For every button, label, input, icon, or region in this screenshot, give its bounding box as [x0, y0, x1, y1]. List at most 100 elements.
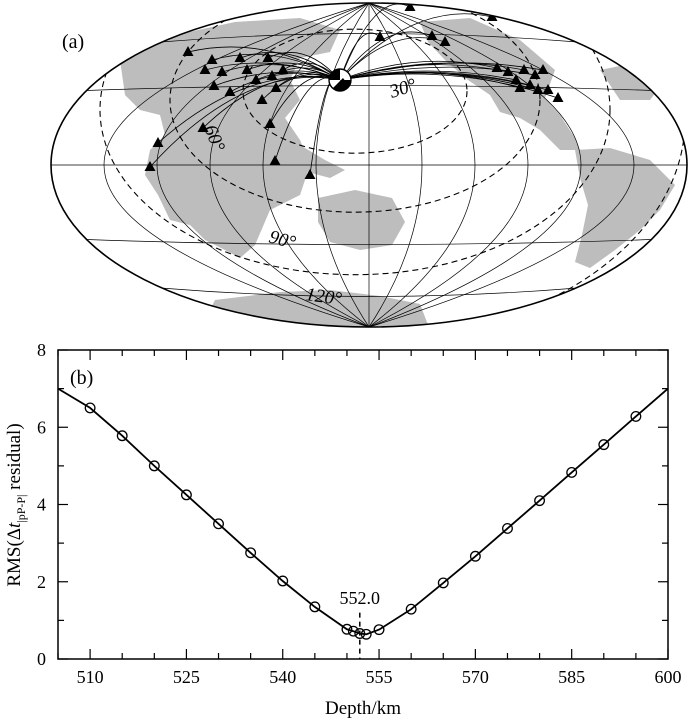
station-triangle-icon	[224, 86, 236, 96]
axis-ticks	[57, 349, 669, 660]
station-triangle-icon	[264, 118, 276, 128]
data-point-marker	[84, 402, 96, 414]
parallel-line	[86, 85, 652, 91]
landmass-north-america	[420, 18, 580, 150]
station-triangle-icon	[256, 94, 268, 104]
beachball-icon	[328, 68, 352, 92]
station-triangle-icon	[241, 64, 253, 74]
station-triangle-icon	[277, 64, 289, 74]
panel-b-label: (b)	[70, 367, 93, 389]
station-triangle-icon	[542, 84, 554, 94]
station-triangle-icon	[234, 52, 246, 62]
ray-path	[339, 73, 559, 99]
data-point-marker	[148, 460, 160, 472]
station-triangle-icon	[518, 64, 530, 74]
station-triangle-icon	[510, 74, 522, 84]
station-triangle-icon	[270, 82, 282, 92]
station-triangle-icon	[144, 161, 156, 171]
data-point-marker	[347, 625, 359, 637]
y-tick-label: 6	[37, 417, 46, 437]
data-point-marker	[534, 495, 546, 507]
station-triangle-icon	[537, 64, 549, 74]
ray-path	[239, 52, 341, 81]
station-triangle-icon	[404, 3, 416, 11]
station-triangle-icon	[532, 84, 544, 94]
landmass-south-america	[575, 148, 675, 268]
ray-path	[339, 31, 433, 81]
distance-contour	[169, 3, 541, 213]
y-axis-label-prefix: RMS(Δ	[4, 528, 25, 587]
station-triangle-icon	[208, 80, 220, 90]
x-tick-label: 570	[462, 667, 489, 687]
ray-path	[339, 13, 493, 81]
x-tick-label: 540	[269, 667, 296, 687]
panel-a-label: (a)	[62, 31, 84, 53]
station-triangle-icon	[250, 74, 262, 84]
data-point-marker	[116, 430, 128, 442]
stations	[144, 3, 564, 179]
distance-contour	[99, 3, 611, 276]
station-triangle-icon	[491, 62, 503, 72]
station-triangle-icon	[529, 69, 541, 79]
x-axis-label: Depth/km	[325, 698, 401, 719]
x-tick-label: 585	[558, 667, 585, 687]
data-point-marker	[566, 466, 578, 478]
ray-path	[213, 71, 341, 87]
y-axis-label-subscript: |pP-P|	[14, 495, 28, 523]
ray-path	[339, 72, 521, 89]
y-axis-label: RMS(Δt|pP-P| residual)	[4, 423, 28, 586]
station-triangle-icon	[199, 64, 211, 74]
data-point-marker	[354, 628, 366, 639]
data-point-marker	[502, 522, 513, 534]
data-point-marker	[630, 410, 642, 422]
data-point-marker	[373, 624, 385, 636]
world-map-panel: (a) 30° 60° 90° 120°	[50, 2, 688, 328]
landmass-indonesia	[270, 145, 345, 178]
station-triangle-icon	[216, 66, 228, 76]
data-point-marker	[180, 489, 192, 501]
station-triangle-icon	[502, 66, 514, 76]
station-triangle-icon	[374, 31, 386, 41]
best-depth-label: 552.0	[340, 588, 381, 608]
data-point-marker	[360, 628, 372, 640]
data-point-marker	[277, 575, 289, 587]
station-triangle-icon	[262, 52, 274, 62]
station-triangle-icon	[182, 46, 194, 56]
station-triangle-icon	[524, 79, 536, 89]
x-tick-label: 600	[655, 667, 682, 687]
station-triangle-icon	[266, 70, 278, 80]
y-tick-label: 0	[37, 649, 46, 669]
data-point-marker	[341, 623, 353, 635]
data-point-marker	[469, 550, 481, 562]
contour-label-120: 120°	[304, 284, 343, 310]
station-triangle-icon	[514, 82, 526, 92]
ray-path	[339, 62, 525, 81]
y-tick-label: 2	[37, 572, 46, 592]
ray-path	[339, 62, 544, 81]
station-triangle-icon	[206, 54, 218, 64]
x-tick-label: 525	[173, 667, 200, 687]
y-axis-label-italic: t	[4, 522, 25, 528]
parallel-line	[162, 33, 576, 43]
graticule	[51, 3, 687, 327]
y-tick-label: 8	[37, 340, 46, 360]
station-triangle-icon	[152, 137, 164, 147]
ray-path	[149, 77, 341, 168]
landmass-australia	[318, 190, 405, 250]
y-axis-label-suffix: residual)	[4, 423, 25, 494]
plot-frame	[57, 349, 669, 660]
y-tick-label: 4	[37, 495, 46, 515]
ray-path	[339, 66, 536, 81]
station-triangle-icon	[439, 36, 451, 46]
station-triangle-icon	[197, 122, 209, 132]
station-triangle-icon	[269, 155, 281, 165]
station-triangle-icon	[304, 169, 316, 179]
data-point-marker	[598, 439, 610, 451]
data-point-marker	[405, 603, 417, 615]
tick-labels: 510 525 540 555 570 585 600 0 2 4 6 8	[37, 340, 682, 687]
data-point-marker	[437, 577, 449, 589]
x-tick-label: 555	[366, 667, 393, 687]
ray-paths	[149, 3, 559, 176]
parallel-line	[86, 239, 652, 245]
